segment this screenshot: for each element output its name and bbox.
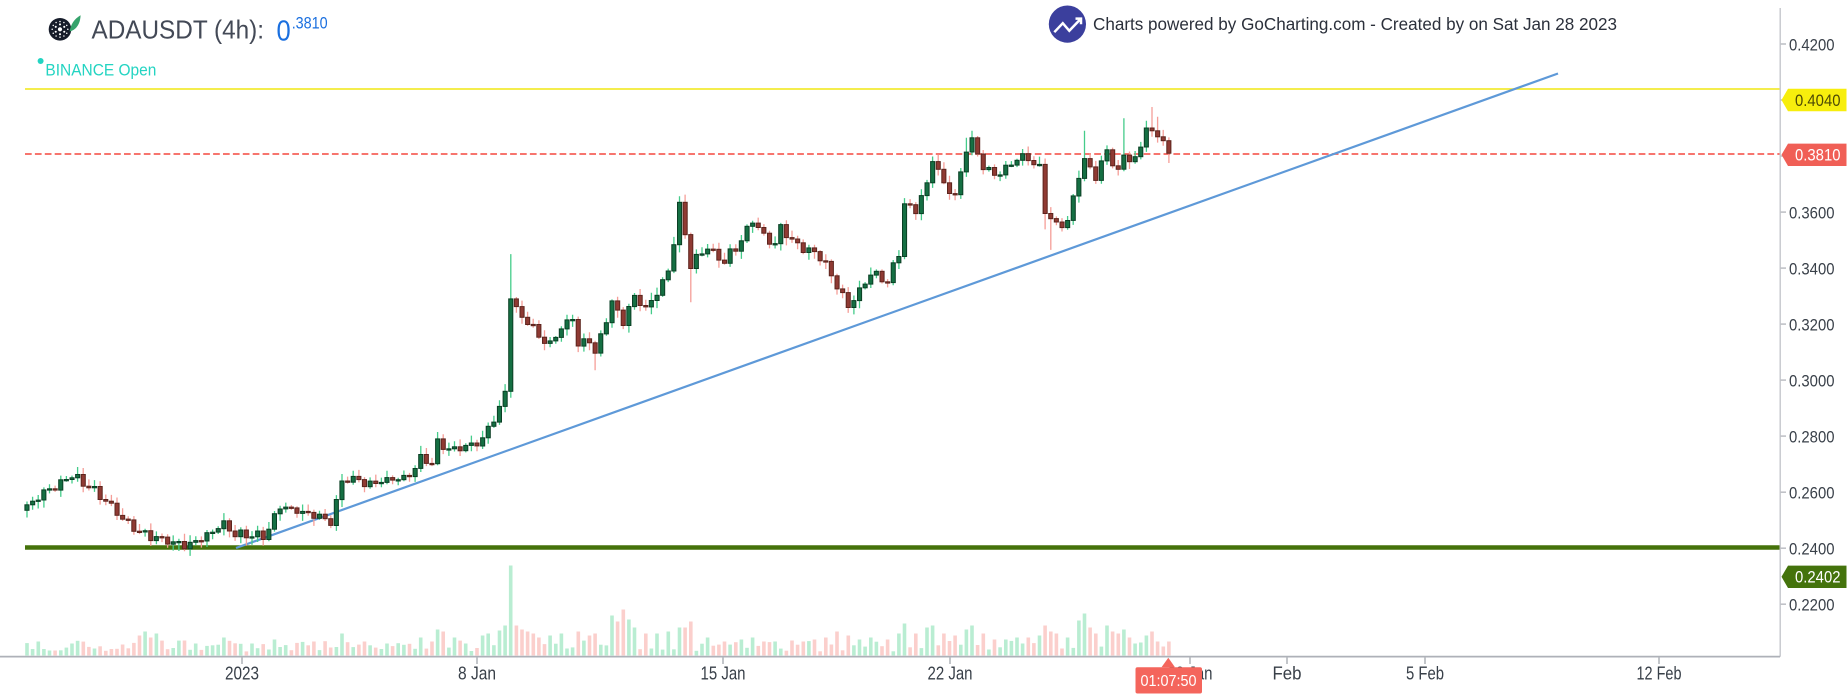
svg-text:0.3600: 0.3600 — [1789, 204, 1835, 222]
svg-text:0.2600: 0.2600 — [1789, 485, 1835, 503]
svg-text:0.3400: 0.3400 — [1789, 260, 1835, 278]
svg-text:Charts powered by GoCharting.c: Charts powered by GoCharting.com - Creat… — [1093, 14, 1617, 34]
svg-text:Feb: Feb — [1273, 664, 1302, 684]
svg-text:0.2402: 0.2402 — [1795, 569, 1841, 587]
svg-text:0.2400: 0.2400 — [1789, 541, 1835, 559]
svg-text:0.4040: 0.4040 — [1795, 92, 1841, 110]
svg-text:0.4200: 0.4200 — [1789, 36, 1835, 54]
svg-text:12 Feb: 12 Feb — [1637, 664, 1682, 684]
svg-text:22 Jan: 22 Jan — [928, 664, 973, 684]
svg-text:0.2800: 0.2800 — [1789, 428, 1835, 446]
svg-text:ADAUSDT (4h):: ADAUSDT (4h): — [92, 14, 265, 44]
svg-text:0.2200: 0.2200 — [1789, 597, 1835, 615]
svg-text:0.3000: 0.3000 — [1789, 372, 1835, 390]
svg-text:15 Jan: 15 Jan — [701, 664, 746, 684]
svg-text:BINANCE Open: BINANCE Open — [45, 61, 156, 79]
svg-text:0: 0 — [277, 15, 291, 47]
svg-text:0.3810: 0.3810 — [1795, 147, 1841, 165]
svg-text:8 Jan: 8 Jan — [458, 664, 496, 684]
svg-text:0.3200: 0.3200 — [1789, 316, 1835, 334]
svg-text:.3810: .3810 — [292, 13, 328, 32]
svg-text:5 Feb: 5 Feb — [1406, 664, 1444, 684]
svg-text:2023: 2023 — [225, 664, 259, 684]
svg-text:01:07:50: 01:07:50 — [1141, 673, 1197, 690]
